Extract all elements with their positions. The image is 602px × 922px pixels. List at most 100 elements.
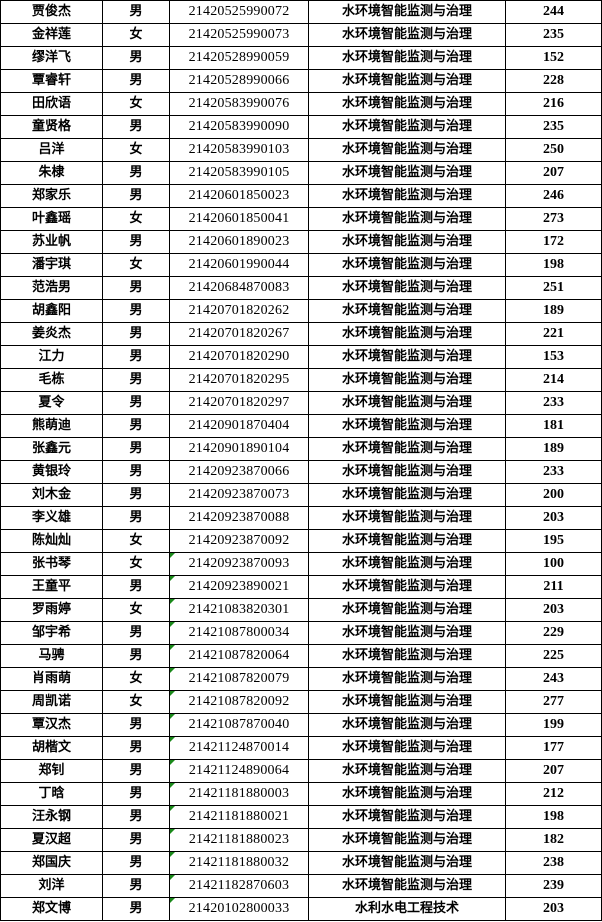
id-cell[interactable]: 21421087820064 xyxy=(169,644,309,668)
major-cell[interactable]: 水环境智能监测与治理 xyxy=(308,759,506,783)
name-cell[interactable]: 缪洋飞 xyxy=(0,46,103,70)
score-cell[interactable]: 229 xyxy=(505,621,602,645)
gender-cell[interactable]: 女 xyxy=(102,92,170,116)
name-cell[interactable]: 姜炎杰 xyxy=(0,322,103,346)
major-cell[interactable]: 水利水电工程技术 xyxy=(308,897,506,921)
name-cell[interactable]: 覃睿轩 xyxy=(0,69,103,93)
major-cell[interactable]: 水环境智能监测与治理 xyxy=(308,69,506,93)
id-cell[interactable]: 21421181880032 xyxy=(169,851,309,875)
major-cell[interactable]: 水环境智能监测与治理 xyxy=(308,253,506,277)
score-cell[interactable]: 207 xyxy=(505,161,602,185)
id-cell[interactable]: 21421087870040 xyxy=(169,713,309,737)
major-cell[interactable]: 水环境智能监测与治理 xyxy=(308,92,506,116)
score-cell[interactable]: 195 xyxy=(505,529,602,553)
major-cell[interactable]: 水环境智能监测与治理 xyxy=(308,276,506,300)
score-cell[interactable]: 189 xyxy=(505,299,602,323)
score-cell[interactable]: 214 xyxy=(505,368,602,392)
gender-cell[interactable]: 男 xyxy=(102,322,170,346)
id-cell[interactable]: 21420583990105 xyxy=(169,161,309,185)
id-cell[interactable]: 21420601850023 xyxy=(169,184,309,208)
gender-cell[interactable]: 女 xyxy=(102,23,170,47)
score-cell[interactable]: 100 xyxy=(505,552,602,576)
gender-cell[interactable]: 男 xyxy=(102,115,170,139)
name-cell[interactable]: 毛栋 xyxy=(0,368,103,392)
name-cell[interactable]: 覃汉杰 xyxy=(0,713,103,737)
major-cell[interactable]: 水环境智能监测与治理 xyxy=(308,460,506,484)
gender-cell[interactable]: 男 xyxy=(102,345,170,369)
name-cell[interactable]: 夏令 xyxy=(0,391,103,415)
gender-cell[interactable]: 男 xyxy=(102,460,170,484)
gender-cell[interactable]: 男 xyxy=(102,874,170,898)
major-cell[interactable]: 水环境智能监测与治理 xyxy=(308,0,506,24)
name-cell[interactable]: 邹宇希 xyxy=(0,621,103,645)
id-cell[interactable]: 21420701820295 xyxy=(169,368,309,392)
major-cell[interactable]: 水环境智能监测与治理 xyxy=(308,782,506,806)
gender-cell[interactable]: 女 xyxy=(102,690,170,714)
name-cell[interactable]: 郑文博 xyxy=(0,897,103,921)
name-cell[interactable]: 金祥莲 xyxy=(0,23,103,47)
id-cell[interactable]: 21421087800034 xyxy=(169,621,309,645)
gender-cell[interactable]: 男 xyxy=(102,230,170,254)
name-cell[interactable]: 贾俊杰 xyxy=(0,0,103,24)
id-cell[interactable]: 21420525990072 xyxy=(169,0,309,24)
id-cell[interactable]: 21421181880023 xyxy=(169,828,309,852)
score-cell[interactable]: 221 xyxy=(505,322,602,346)
id-cell[interactable]: 21420583990076 xyxy=(169,92,309,116)
gender-cell[interactable]: 男 xyxy=(102,851,170,875)
score-cell[interactable]: 246 xyxy=(505,184,602,208)
gender-cell[interactable]: 男 xyxy=(102,506,170,530)
name-cell[interactable]: 朱棣 xyxy=(0,161,103,185)
id-cell[interactable]: 21421181880003 xyxy=(169,782,309,806)
score-cell[interactable]: 203 xyxy=(505,506,602,530)
score-cell[interactable]: 233 xyxy=(505,460,602,484)
major-cell[interactable]: 水环境智能监测与治理 xyxy=(308,575,506,599)
gender-cell[interactable]: 女 xyxy=(102,552,170,576)
name-cell[interactable]: 范浩男 xyxy=(0,276,103,300)
gender-cell[interactable]: 男 xyxy=(102,713,170,737)
major-cell[interactable]: 水环境智能监测与治理 xyxy=(308,161,506,185)
id-cell[interactable]: 21420601990044 xyxy=(169,253,309,277)
gender-cell[interactable]: 男 xyxy=(102,414,170,438)
score-cell[interactable]: 189 xyxy=(505,437,602,461)
gender-cell[interactable]: 男 xyxy=(102,483,170,507)
major-cell[interactable]: 水环境智能监测与治理 xyxy=(308,345,506,369)
name-cell[interactable]: 郑国庆 xyxy=(0,851,103,875)
name-cell[interactable]: 周凯诺 xyxy=(0,690,103,714)
id-cell[interactable]: 21421124890064 xyxy=(169,759,309,783)
score-cell[interactable]: 198 xyxy=(505,805,602,829)
score-cell[interactable]: 235 xyxy=(505,115,602,139)
id-cell[interactable]: 21420901870404 xyxy=(169,414,309,438)
gender-cell[interactable]: 女 xyxy=(102,667,170,691)
id-cell[interactable]: 21420701820290 xyxy=(169,345,309,369)
name-cell[interactable]: 张鑫元 xyxy=(0,437,103,461)
gender-cell[interactable]: 女 xyxy=(102,253,170,277)
score-cell[interactable]: 228 xyxy=(505,69,602,93)
score-cell[interactable]: 203 xyxy=(505,897,602,921)
id-cell[interactable]: 21420701820297 xyxy=(169,391,309,415)
gender-cell[interactable]: 女 xyxy=(102,529,170,553)
id-cell[interactable]: 21420923870092 xyxy=(169,529,309,553)
name-cell[interactable]: 童贤格 xyxy=(0,115,103,139)
name-cell[interactable]: 熊萌迪 xyxy=(0,414,103,438)
id-cell[interactable]: 21420923870073 xyxy=(169,483,309,507)
major-cell[interactable]: 水环境智能监测与治理 xyxy=(308,552,506,576)
score-cell[interactable]: 177 xyxy=(505,736,602,760)
name-cell[interactable]: 吕洋 xyxy=(0,138,103,162)
id-cell[interactable]: 21420923870088 xyxy=(169,506,309,530)
gender-cell[interactable]: 女 xyxy=(102,598,170,622)
gender-cell[interactable]: 男 xyxy=(102,437,170,461)
major-cell[interactable]: 水环境智能监测与治理 xyxy=(308,138,506,162)
score-cell[interactable]: 239 xyxy=(505,874,602,898)
score-cell[interactable]: 250 xyxy=(505,138,602,162)
name-cell[interactable]: 李义雄 xyxy=(0,506,103,530)
gender-cell[interactable]: 男 xyxy=(102,621,170,645)
name-cell[interactable]: 夏汉超 xyxy=(0,828,103,852)
major-cell[interactable]: 水环境智能监测与治理 xyxy=(308,621,506,645)
id-cell[interactable]: 21420601890023 xyxy=(169,230,309,254)
name-cell[interactable]: 汪永钢 xyxy=(0,805,103,829)
name-cell[interactable]: 马骋 xyxy=(0,644,103,668)
major-cell[interactable]: 水环境智能监测与治理 xyxy=(308,736,506,760)
name-cell[interactable]: 张书琴 xyxy=(0,552,103,576)
id-cell[interactable]: 21420701820267 xyxy=(169,322,309,346)
id-cell[interactable]: 21421124870014 xyxy=(169,736,309,760)
